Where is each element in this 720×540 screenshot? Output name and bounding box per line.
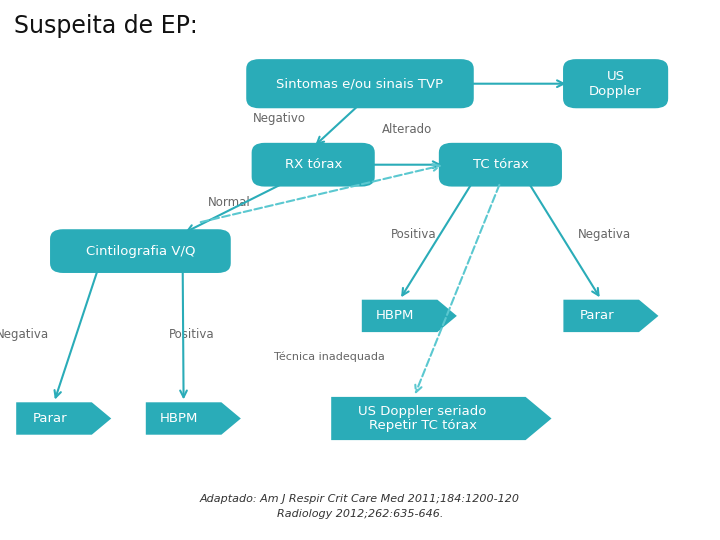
Text: Normal: Normal [207, 196, 251, 209]
Text: RX tórax: RX tórax [284, 158, 342, 171]
Text: Adaptado: Am J Respir Crit Care Med 2011;184:1200-120: Adaptado: Am J Respir Crit Care Med 2011… [200, 495, 520, 504]
Text: Radiology 2012;262:635-646.: Radiology 2012;262:635-646. [276, 509, 444, 519]
FancyBboxPatch shape [563, 59, 668, 108]
FancyBboxPatch shape [50, 229, 230, 273]
Text: Negativa: Negativa [0, 328, 49, 341]
Text: Sintomas e/ou sinais TVP: Sintomas e/ou sinais TVP [276, 77, 444, 90]
Text: Técnica inadequada: Técnica inadequada [274, 351, 385, 362]
Text: Negativo: Negativo [253, 112, 306, 125]
FancyBboxPatch shape [252, 143, 374, 186]
Text: Parar: Parar [580, 309, 614, 322]
Polygon shape [16, 402, 111, 435]
Text: US
Doppler: US Doppler [589, 70, 642, 98]
Text: Negativa: Negativa [577, 228, 631, 241]
Text: HBPM: HBPM [376, 309, 415, 322]
FancyBboxPatch shape [246, 59, 474, 108]
Text: Parar: Parar [32, 412, 67, 425]
FancyBboxPatch shape [439, 143, 562, 186]
Text: Alterado: Alterado [382, 123, 432, 137]
Text: Positiva: Positiva [169, 328, 215, 341]
Text: Suspeita de EP:: Suspeita de EP: [14, 14, 198, 37]
Polygon shape [362, 300, 457, 332]
Polygon shape [563, 300, 658, 332]
Text: HBPM: HBPM [160, 412, 199, 425]
Text: Positiva: Positiva [391, 228, 437, 241]
Text: TC tórax: TC tórax [472, 158, 528, 171]
Polygon shape [331, 397, 552, 440]
Text: US Doppler seriado
Repetir TC tórax: US Doppler seriado Repetir TC tórax [359, 404, 487, 433]
Polygon shape [145, 402, 240, 435]
Text: Cintilografia V/Q: Cintilografia V/Q [86, 245, 195, 258]
